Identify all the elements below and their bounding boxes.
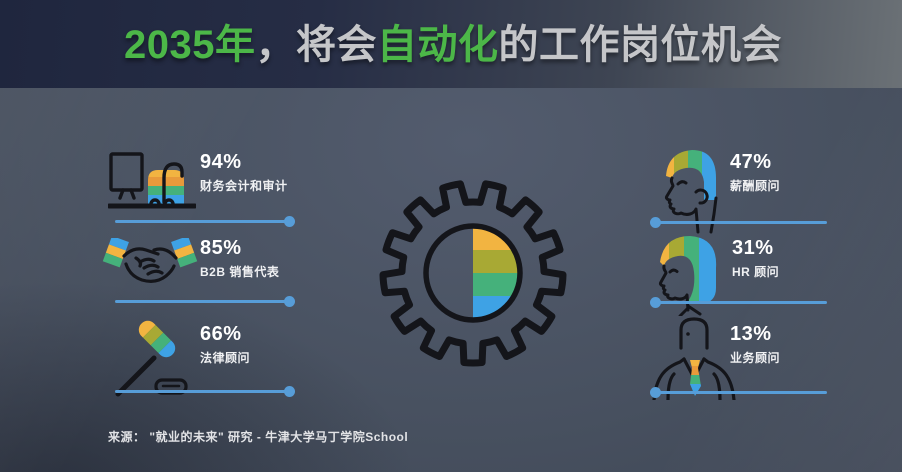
stat-underline xyxy=(115,216,295,227)
stat-underline xyxy=(650,217,827,228)
line-endpoint-dot xyxy=(650,217,661,228)
header-band: 2035年，将会自动化的工作岗位机会 xyxy=(0,0,902,88)
stat-label: 业务顾问 xyxy=(730,351,781,365)
title-segment-year: 2035年 xyxy=(124,23,256,67)
stat-underline xyxy=(115,386,295,397)
source-citation: 来源： "就业的未来" 研究 - 牛津大学马丁学院School xyxy=(108,430,409,444)
line-endpoint-dot xyxy=(284,216,295,227)
stat-legal-advisor: 66% 法律顾问 xyxy=(112,314,298,400)
gear-inner-circle xyxy=(423,223,523,323)
title-segment-rest: 的工作岗位机会 xyxy=(498,23,782,67)
stat-value: 31% xyxy=(732,237,774,259)
stat-label: B2B 销售代表 xyxy=(200,265,280,279)
half-pie-bands xyxy=(473,227,519,319)
gear-icon-path xyxy=(379,180,567,367)
stat-value: 13% xyxy=(730,323,772,345)
stat-business-consultant: 13% 业务顾问 xyxy=(648,316,830,400)
title-segment-automation: 自动化 xyxy=(376,23,499,67)
stat-compensation-consultant: 47% 薪酬顾问 xyxy=(654,142,829,234)
stat-hr-consultant: 31% HR 顾问 xyxy=(650,230,830,316)
stat-value: 94% xyxy=(200,151,242,173)
stat-b2b-sales: 85% B2B 销售代表 xyxy=(102,238,298,298)
stat-label: 薪酬顾问 xyxy=(730,179,781,193)
line-endpoint-dot xyxy=(284,296,295,307)
stat-value: 47% xyxy=(730,151,772,173)
gear-half-pie-icon xyxy=(379,180,567,367)
business-consultant-icon xyxy=(652,317,736,400)
male-head-profile-icon xyxy=(664,150,718,234)
stat-label: 法律顾问 xyxy=(200,351,251,365)
title-segment-will: ，将会 xyxy=(255,23,377,67)
stat-value: 85% xyxy=(200,237,242,259)
line-endpoint-dot xyxy=(650,297,661,308)
stat-underline xyxy=(115,296,295,307)
stat-underline xyxy=(650,297,827,308)
stat-value: 66% xyxy=(200,323,242,345)
line-endpoint-dot xyxy=(650,387,661,398)
stat-label: HR 顾问 xyxy=(732,265,780,279)
accountant-at-computer-icon xyxy=(108,152,196,209)
handshake-icon xyxy=(102,238,198,283)
stat-label: 财务会计和审计 xyxy=(200,179,288,193)
gavel-icon xyxy=(115,317,188,397)
stat-financial-accounting: 94% 财务会计和审计 xyxy=(108,146,298,220)
line-endpoint-dot xyxy=(284,386,295,397)
female-head-profile-icon xyxy=(658,236,717,316)
stat-underline xyxy=(650,387,827,398)
page-title: 2035年，将会自动化的工作岗位机会 xyxy=(124,12,782,70)
